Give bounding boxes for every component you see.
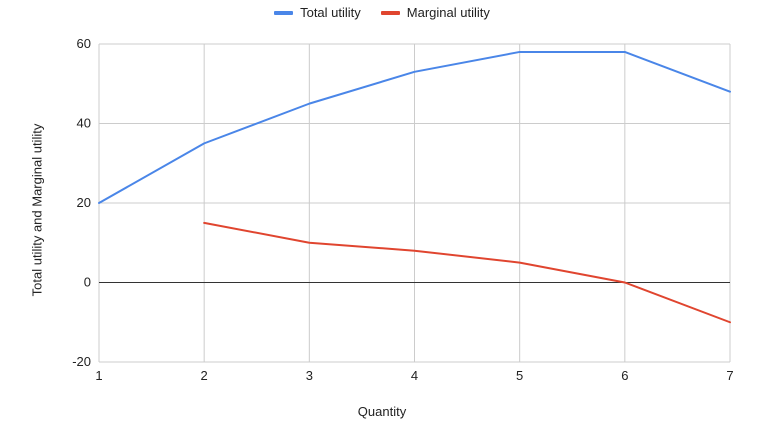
legend-item-total-utility[interactable]: Total utility — [274, 5, 361, 20]
series-line-total-utility — [98, 50, 731, 204]
x-tick-label-4: 4 — [411, 368, 418, 383]
x-tick-label-1: 1 — [95, 368, 102, 383]
x-tick-label-5: 5 — [516, 368, 523, 383]
legend-label-total-utility: Total utility — [300, 5, 361, 20]
legend-swatch-marginal-utility — [380, 10, 400, 15]
x-tick-label-7: 7 — [726, 368, 733, 383]
x-tick-label-3: 3 — [306, 368, 313, 383]
y-tick-label-40: 40 — [77, 116, 91, 131]
x-axis-label: Quantity — [357, 404, 407, 419]
series-line-marginal-utility — [203, 221, 731, 324]
y-tick-label-0: 0 — [84, 275, 91, 290]
y-tick-label-60: 60 — [77, 36, 91, 51]
legend: Total utility Marginal utility — [0, 5, 764, 20]
y-axis-label: Total utility and Marginal utility — [29, 123, 45, 297]
legend-item-marginal-utility[interactable]: Marginal utility — [380, 5, 490, 20]
legend-label-marginal-utility: Marginal utility — [406, 5, 490, 20]
y-tick-label--20: -20 — [72, 354, 91, 369]
legend-swatch-total-utility — [274, 10, 294, 15]
x-tick-label-6: 6 — [621, 368, 628, 383]
x-tick-label-2: 2 — [201, 368, 208, 383]
y-tick-label-20: 20 — [77, 195, 91, 210]
